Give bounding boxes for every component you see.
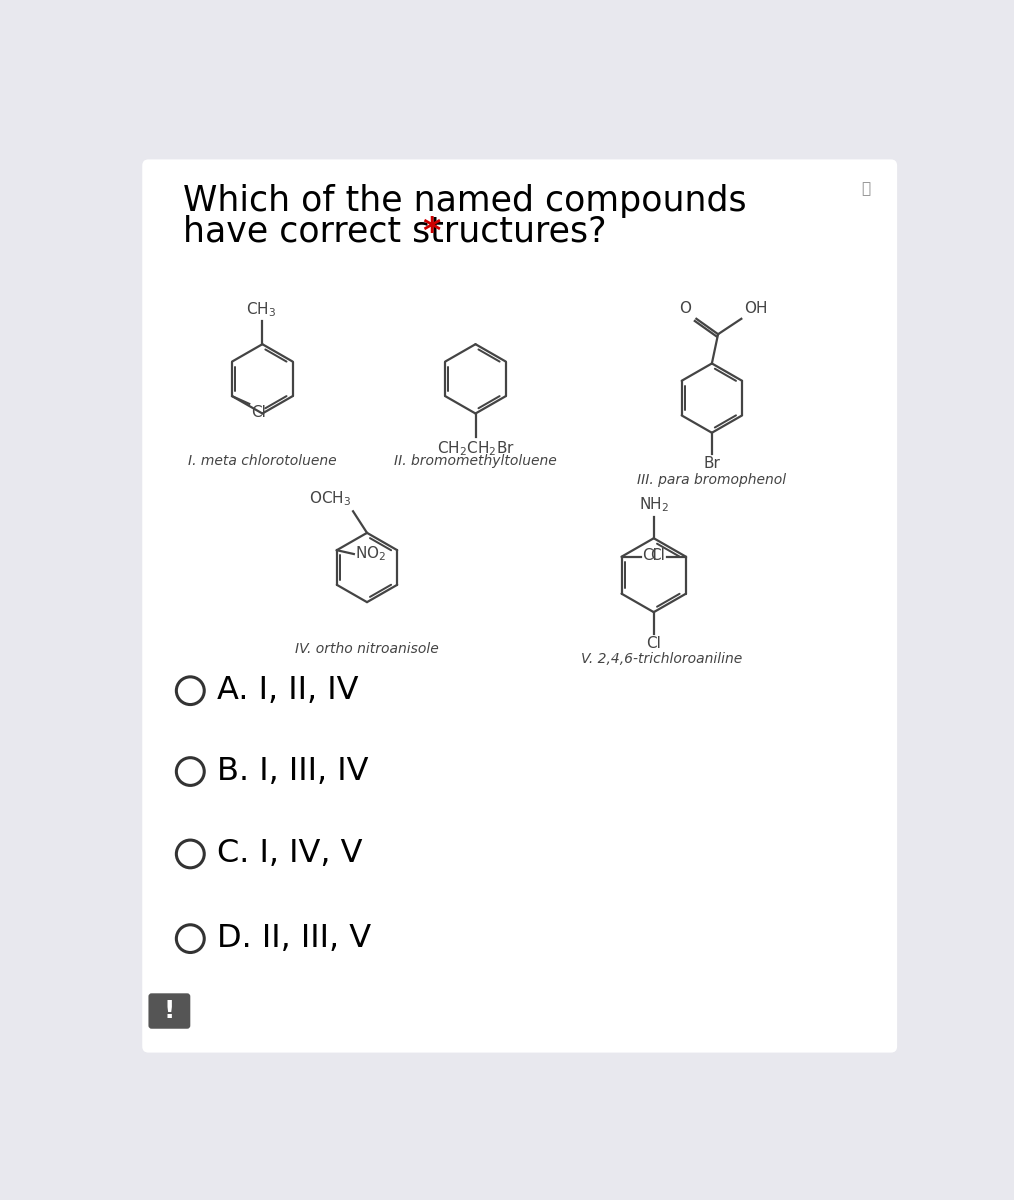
Text: CH$_2$CH$_2$Br: CH$_2$CH$_2$Br [437, 439, 514, 457]
Text: C. I, IV, V: C. I, IV, V [217, 839, 362, 870]
Text: !: ! [163, 1000, 175, 1024]
Text: Cl: Cl [646, 636, 661, 652]
Text: D. II, III, V: D. II, III, V [217, 923, 371, 954]
FancyBboxPatch shape [148, 994, 191, 1028]
Text: ⌕: ⌕ [862, 181, 871, 196]
Text: CH$_3$: CH$_3$ [245, 300, 276, 319]
FancyBboxPatch shape [142, 160, 897, 1052]
Text: A. I, II, IV: A. I, II, IV [217, 676, 358, 706]
Text: II. bromomethyltoluene: II. bromomethyltoluene [394, 454, 557, 468]
Text: V. 2,4,6-trichloroaniline: V. 2,4,6-trichloroaniline [581, 653, 742, 666]
Text: OH: OH [744, 301, 768, 316]
Text: Cl: Cl [250, 404, 266, 420]
Text: Br: Br [704, 456, 720, 470]
Text: III. para bromophenol: III. para bromophenol [638, 473, 787, 487]
Text: have correct structures?: have correct structures? [183, 215, 606, 248]
Text: O: O [679, 301, 692, 316]
Text: I. meta chlorotoluene: I. meta chlorotoluene [188, 454, 337, 468]
Text: NO$_2$: NO$_2$ [355, 545, 386, 563]
Text: Which of the named compounds: Which of the named compounds [183, 184, 746, 218]
Text: IV. ortho nitroanisole: IV. ortho nitroanisole [295, 642, 439, 656]
Text: B. I, III, IV: B. I, III, IV [217, 756, 368, 787]
Text: Cl: Cl [643, 548, 657, 564]
Text: Cl: Cl [650, 548, 665, 564]
Text: *: * [411, 215, 441, 248]
Text: OCH$_3$: OCH$_3$ [309, 490, 352, 509]
Text: NH$_2$: NH$_2$ [639, 496, 669, 515]
